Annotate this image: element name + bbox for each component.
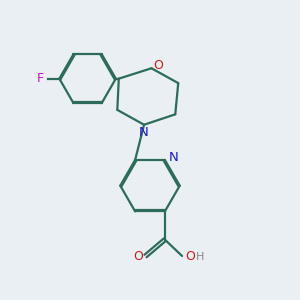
Text: H: H — [196, 253, 204, 262]
Text: N: N — [168, 151, 178, 164]
Text: O: O — [133, 250, 143, 263]
Text: O: O — [153, 59, 163, 72]
Text: O: O — [185, 250, 195, 263]
Text: N: N — [139, 126, 149, 139]
Text: F: F — [37, 72, 44, 85]
